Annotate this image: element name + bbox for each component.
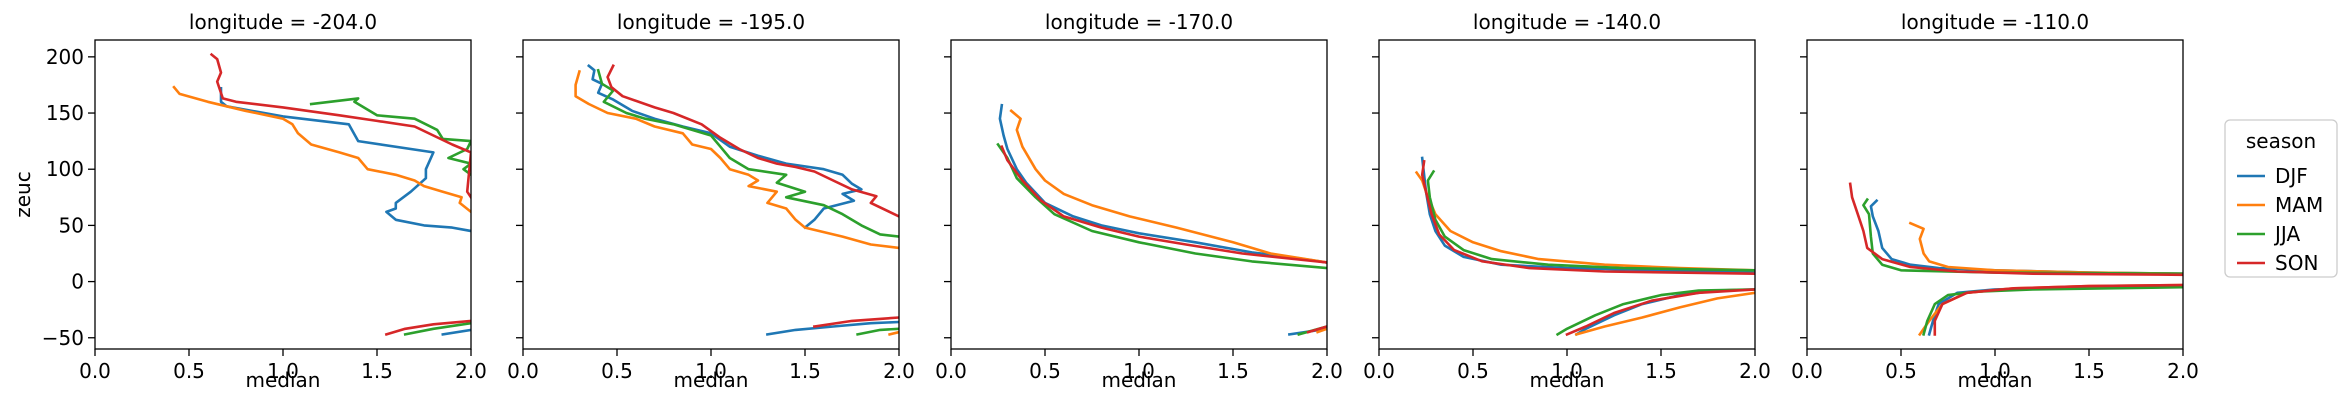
y-axis-label: zeuc [11,171,35,217]
axes-frame [1806,39,2184,350]
x-tick-label: 0.0 [507,359,539,383]
x-tick-label: 0.5 [1457,359,1489,383]
x-axis-label: median [246,368,321,392]
panel-5: longitude = -110.0 0.0 0.5 1.0 1.5 2.0 median [1791,10,2199,392]
x-tick-label: 2.0 [883,359,915,383]
series-line-son-segment-2 [384,319,471,337]
series-line-son-segment-2 [812,316,899,328]
x-tick-label: 0.0 [79,359,111,383]
series-line-son-segment-2 [1933,283,2183,336]
series-line-jja-segment-2 [1555,288,1755,337]
panel-title: longitude = -195.0 [617,10,805,34]
x-tick-label: 0.0 [935,359,967,383]
x-tick-label: 2.0 [1311,359,1343,383]
series-line-son-segment-2 [1565,288,1755,337]
series-line-mam-segment-2 [1574,291,1755,337]
series-group [996,103,1327,337]
series-line-jja-segment-1 [1426,169,1755,272]
x-tick-label: 1.5 [361,359,393,383]
series-line-djf-segment-1 [1869,198,2183,276]
panel-1: longitude = -204.0 0.0 0.5 1.0 1.5 2.0 −50 0 50 1… [11,10,487,392]
series-line-mam-segment-1 [574,69,899,250]
series-line-mam-segment-2 [888,330,899,336]
x-tick-label: 0.5 [1029,359,1061,383]
series-line-son-segment-2 [1306,325,1327,334]
panel-title: longitude = -140.0 [1473,10,1661,34]
legend-label-jja: JJA [2273,222,2300,246]
axes-frame [94,39,472,350]
series-line-djf-segment-2 [441,328,471,336]
panel-3: longitude = -170.0 0.0 0.5 1.0 1.5 2.0 median [935,10,1343,392]
x-tick-label: 2.0 [2167,359,2199,383]
series-line-djf-segment-1 [998,103,1327,264]
series-line-mam-segment-1 [1908,221,2183,276]
series-line-mam-segment-1 [172,85,471,214]
panel-title: longitude = -204.0 [189,10,377,34]
series-line-mam-segment-2 [1315,327,1327,334]
series-line-jja-segment-2 [403,321,471,336]
x-tick-label: 1.5 [1217,359,1249,383]
y-tick-label: 50 [59,213,84,237]
legend: season DJF MAM JJA SON [2224,119,2338,278]
series-line-son-segment-1 [1848,182,2183,277]
series-group [1848,182,2183,337]
legend-label-mam: MAM [2275,193,2323,217]
series-group [574,63,899,336]
x-tick-label: 2.0 [1739,359,1771,383]
x-axis-label: median [1102,368,1177,392]
y-tick-label: 100 [46,157,84,181]
y-tick-label: 150 [46,101,84,125]
legend-title: season [2246,129,2316,153]
legend-label-djf: DJF [2275,164,2308,188]
series-line-jja-segment-1 [309,97,471,177]
x-axis-label: median [1530,368,1605,392]
x-tick-label: 0.0 [1363,359,1395,383]
series-line-djf-segment-1 [1420,156,1755,273]
x-tick-label: 0.5 [1885,359,1917,383]
legend-label-son: SON [2275,251,2318,275]
legend-box [2224,119,2338,278]
series-line-djf-segment-2 [765,320,899,336]
x-tick-label: 0.0 [1791,359,1823,383]
x-axis-label: median [674,368,749,392]
series-line-jja-segment-2 [856,327,899,336]
x-tick-label: 1.0 [1979,359,2011,383]
series-line-jja-segment-1 [1862,197,2183,276]
panel-2: longitude = -195.0 0.0 0.5 1.0 1.5 2.0 median [507,10,915,392]
x-tick-label: 1.5 [2073,359,2105,383]
y-tick-label: 200 [46,45,84,69]
x-tick-label: 0.5 [601,359,633,383]
x-tick-label: 0.5 [173,359,205,383]
axes-frame [950,39,1328,350]
series-group [172,52,471,337]
series-line-mam-segment-1 [1009,108,1327,264]
chart-panels: longitude = -204.0 0.0 0.5 1.0 1.5 2.0 −50 0 50 1… [11,10,2199,392]
series-line-jja-segment-1 [596,68,899,238]
y-tick-label: 0 [71,270,84,294]
series-line-son-segment-1 [1000,145,1327,264]
x-tick-label: 2.0 [455,359,487,383]
x-tick-label: 1.5 [1645,359,1677,383]
series-line-jja-segment-2 [1922,285,2183,336]
panel-title: longitude = -170.0 [1045,10,1233,34]
x-tick-label: 1.0 [695,359,727,383]
series-line-son-segment-1 [606,64,899,218]
y-tick-label: −50 [42,326,84,350]
x-tick-label: 1.0 [267,359,299,383]
series-line-son-segment-1 [1420,159,1755,276]
series-group [1414,156,1755,337]
panel-title: longitude = -110.0 [1901,10,2089,34]
panel-4: longitude = -140.0 0.0 0.5 1.0 1.5 2.0 median [1363,10,1771,392]
series-line-son-segment-1 [209,52,471,200]
x-tick-label: 1.0 [1551,359,1583,383]
x-axis-label: median [1958,368,2033,392]
x-tick-label: 1.5 [789,359,821,383]
series-line-djf-segment-1 [219,87,471,233]
x-tick-label: 1.0 [1123,359,1155,383]
